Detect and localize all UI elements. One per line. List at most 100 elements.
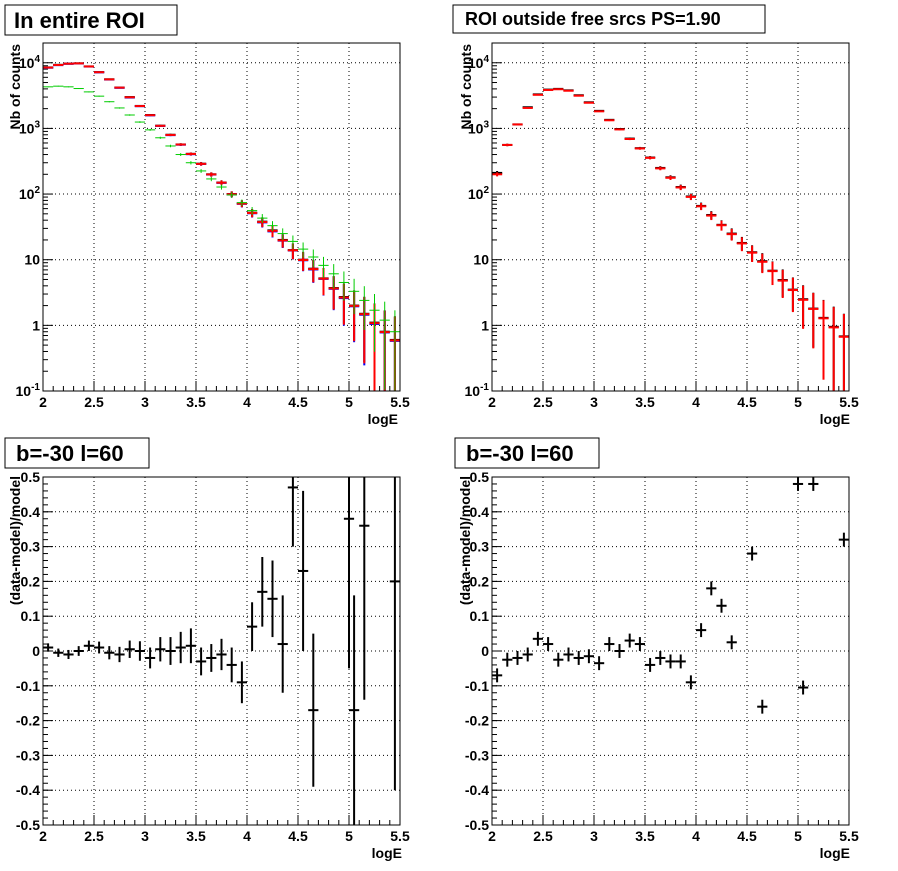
y-tick-label: 10-1	[16, 382, 41, 399]
plot-frame	[491, 476, 850, 826]
plot-area: 2 2.5 3 3.5 4 4.5 5 5.5 -0.5 -0.4 -0.3 -0.2 -0.1 0 0.1…	[16, 469, 410, 844]
panel-title: In entire ROI	[14, 8, 145, 33]
series	[492, 477, 849, 714]
x-tick-label: 5	[794, 394, 802, 410]
y-tick-label: 0.3	[470, 539, 490, 555]
x-axis-label: logE	[372, 845, 402, 861]
y-tick-label: -0.1	[465, 678, 489, 694]
y-tick-label: -0.2	[16, 713, 40, 729]
y-tick-label: 0.3	[21, 539, 41, 555]
x-tick-label: 2	[488, 394, 496, 410]
x-tick-label: 3.5	[635, 828, 655, 844]
y-tick-label: 0.1	[470, 608, 490, 624]
y-tick-label: 102	[468, 185, 490, 202]
panel-bottom-right: b=-30 l=60 2 2.5 3 3.5 4 4.5 5 5.5 -0.5 -0.4 -0.3 -…	[454, 437, 859, 861]
y-axis-label: Nb of counts	[458, 44, 474, 130]
x-tick-label: 5.5	[390, 828, 410, 844]
y-tick-label: -0.2	[465, 713, 489, 729]
x-tick-label: 4	[243, 394, 251, 410]
panel-title: b=-30 l=60	[466, 441, 574, 466]
panel-top-right: ROI outside free srcs PS=1.90 2 2.5 3 3.5 4 4…	[452, 4, 859, 427]
y-axis-label: Nb of counts	[7, 44, 23, 130]
y-tick-label: 0.2	[21, 573, 41, 589]
plot-area: 2 2.5 3 3.5 4 4.5 5 5.5 10-1 1 10 102 103 104	[465, 42, 859, 410]
x-tick-label: 3.5	[635, 394, 655, 410]
y-axis-label: (data-model)/model	[7, 476, 23, 605]
y-tick-label: 102	[19, 185, 41, 202]
y-tick-label: 10-1	[465, 382, 490, 399]
y-tick-label: 0.4	[470, 504, 490, 520]
plot-area: 2 2.5 3 3.5 4 4.5 5 5.5 10-1 1 10 102 103 104	[16, 42, 410, 410]
panel-top-left: In entire ROI 2 2.5 3 3.5 4 4.5 5 5.5 10-1 1 10 102…	[4, 4, 410, 427]
x-tick-label: 3.5	[186, 394, 206, 410]
y-tick-label: 1	[481, 317, 489, 333]
x-tick-label: 3	[141, 394, 149, 410]
y-axis-label: (data-model)/model	[457, 476, 473, 605]
y-tick-label: -0.4	[16, 782, 40, 798]
x-axis-label: logE	[368, 411, 398, 427]
y-tick-label: 10	[24, 252, 40, 268]
x-tick-label: 5	[794, 828, 802, 844]
y-tick-label: 0.1	[21, 608, 41, 624]
y-tick-label: -0.3	[465, 747, 489, 763]
y-tick-label: 1	[32, 317, 40, 333]
y-tick-label: 10	[473, 252, 489, 268]
x-tick-label: 2.5	[84, 828, 104, 844]
x-tick-label: 5	[345, 394, 353, 410]
x-tick-label: 4	[692, 828, 700, 844]
x-tick-label: 3	[590, 828, 598, 844]
x-tick-label: 2.5	[84, 394, 104, 410]
x-tick-label: 2	[39, 394, 47, 410]
x-tick-label: 5.5	[839, 828, 859, 844]
y-tick-label: -0.3	[16, 747, 40, 763]
x-tick-label: 2	[488, 828, 496, 844]
y-tick-label: 0.5	[21, 469, 41, 485]
panel-bottom-left: b=-30 l=60 2 2.5 3 3.5 4 4.5 5 5.5 -0.5 -0.4 -0.3 -…	[4, 437, 410, 861]
plot-frame	[42, 42, 401, 392]
y-tick-label: -0.5	[465, 817, 489, 833]
y-tick-label: 104	[468, 54, 490, 71]
x-tick-label: 4	[243, 828, 251, 844]
x-tick-label: 4.5	[288, 394, 308, 410]
title-box	[452, 4, 766, 34]
x-tick-label: 5	[345, 828, 353, 844]
y-tick-label: 0	[481, 643, 489, 659]
x-axis-label: logE	[820, 411, 850, 427]
y-tick-label: -0.1	[16, 678, 40, 694]
x-tick-label: 3	[590, 394, 598, 410]
y-tick-label: 104	[19, 54, 41, 71]
x-tick-label: 4	[692, 394, 700, 410]
title-box	[4, 4, 178, 36]
x-tick-label: 5.5	[390, 394, 410, 410]
x-tick-label: 2.5	[533, 828, 553, 844]
y-tick-label: 0.5	[470, 469, 490, 485]
x-tick-label: 5.5	[839, 394, 859, 410]
series	[492, 88, 849, 391]
x-tick-label: 4.5	[737, 394, 757, 410]
y-tick-label: -0.4	[465, 782, 489, 798]
y-tick-label: 103	[19, 119, 41, 136]
x-axis-label: logE	[820, 845, 850, 861]
y-tick-label: -0.5	[16, 817, 40, 833]
title-box	[4, 437, 150, 469]
series	[43, 477, 400, 825]
plot-background	[492, 477, 849, 825]
x-tick-label: 4.5	[288, 828, 308, 844]
title-box	[454, 437, 600, 469]
y-tick-label: 0	[32, 643, 40, 659]
x-tick-label: 3	[141, 828, 149, 844]
x-tick-label: 3.5	[186, 828, 206, 844]
plot-area: 2 2.5 3 3.5 4 4.5 5 5.5 -0.5 -0.4 -0.3 -0.2 -0.1 0 0.1…	[465, 469, 859, 844]
y-tick-label: 103	[468, 119, 490, 136]
x-tick-label: 2	[39, 828, 47, 844]
plot-background	[492, 43, 849, 391]
y-tick-label: 0.4	[21, 504, 41, 520]
x-tick-label: 4.5	[737, 828, 757, 844]
panel-title: ROI outside free srcs PS=1.90	[465, 9, 721, 29]
plot-background	[43, 43, 400, 391]
series	[43, 85, 400, 391]
plot-frame	[42, 476, 401, 826]
panel-title: b=-30 l=60	[16, 441, 124, 466]
x-tick-label: 2.5	[533, 394, 553, 410]
